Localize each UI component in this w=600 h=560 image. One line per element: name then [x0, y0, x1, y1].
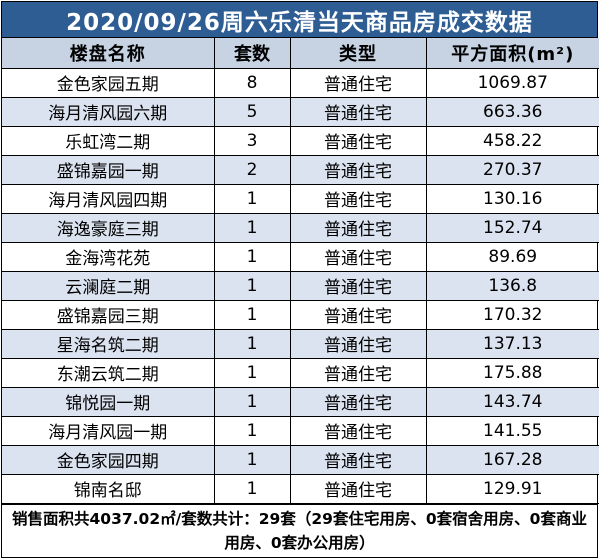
cell-project-name: 锦南名邸 — [2, 473, 215, 504]
cell-project-name: 乐虹湾二期 — [2, 125, 215, 156]
cell-type: 普通住宅 — [289, 125, 427, 156]
header-project-name: 楼盘名称 — [2, 38, 215, 69]
table-row: 海月清风园六期 5 普通住宅 663.36 — [2, 96, 599, 127]
sales-table: 楼盘名称 套数 类型 平方面积(m²) 金色家园五期 8 普通住宅 1069.87 海月… — [2, 38, 599, 504]
cell-area: 175.88 — [425, 357, 599, 388]
cell-area: 458.22 — [425, 125, 599, 156]
header-type: 类型 — [289, 38, 427, 69]
table-row: 锦南名邸 1 普通住宅 129.91 — [2, 473, 599, 504]
table-row: 海月清风园四期 1 普通住宅 130.16 — [2, 183, 599, 214]
cell-units: 5 — [213, 96, 291, 127]
cell-units: 1 — [213, 183, 291, 214]
table-row: 金海湾花苑 1 普通住宅 89.69 — [2, 241, 599, 272]
cell-project-name: 东潮云筑二期 — [2, 357, 215, 388]
cell-project-name: 锦悦园一期 — [2, 386, 215, 417]
table-row: 东潮云筑二期 1 普通住宅 175.88 — [2, 357, 599, 388]
cell-type: 普通住宅 — [289, 299, 427, 330]
table-row: 盛锦嘉园三期 1 普通住宅 170.32 — [2, 299, 599, 330]
cell-type: 普通住宅 — [289, 67, 427, 98]
header-units: 套数 — [213, 38, 291, 69]
cell-type: 普通住宅 — [289, 212, 427, 243]
table-row: 海逸豪庭三期 1 普通住宅 152.74 — [2, 212, 599, 243]
table-row: 云澜庭二期 1 普通住宅 136.8 — [2, 270, 599, 301]
cell-area: 129.91 — [425, 473, 599, 504]
table-row: 海月清风园一期 1 普通住宅 141.55 — [2, 415, 599, 446]
cell-units: 1 — [213, 328, 291, 359]
cell-type: 普通住宅 — [289, 357, 427, 388]
cell-area: 130.16 — [425, 183, 599, 214]
cell-type: 普通住宅 — [289, 473, 427, 504]
header-area: 平方面积(m²) — [425, 38, 599, 69]
cell-project-name: 盛锦嘉园一期 — [2, 154, 215, 185]
cell-area: 143.74 — [425, 386, 599, 417]
cell-units: 1 — [213, 299, 291, 330]
cell-units: 1 — [213, 270, 291, 301]
table-row: 星海名筑二期 1 普通住宅 137.13 — [2, 328, 599, 359]
table-header-row: 楼盘名称 套数 类型 平方面积(m²) — [2, 38, 599, 69]
table-row: 乐虹湾二期 3 普通住宅 458.22 — [2, 125, 599, 156]
cell-units: 2 — [213, 154, 291, 185]
cell-area: 136.8 — [425, 270, 599, 301]
cell-type: 普通住宅 — [289, 270, 427, 301]
cell-units: 1 — [213, 357, 291, 388]
cell-type: 普通住宅 — [289, 241, 427, 272]
cell-area: 167.28 — [425, 444, 599, 475]
cell-type: 普通住宅 — [289, 154, 427, 185]
report-title: 2020/09/26周六乐清当天商品房成交数据 — [2, 2, 597, 38]
cell-project-name: 云澜庭二期 — [2, 270, 215, 301]
cell-units: 1 — [213, 473, 291, 504]
cell-area: 89.69 — [425, 241, 599, 272]
cell-project-name: 海月清风园一期 — [2, 415, 215, 446]
table-row: 金色家园四期 1 普通住宅 167.28 — [2, 444, 599, 475]
cell-area: 270.37 — [425, 154, 599, 185]
cell-area: 152.74 — [425, 212, 599, 243]
cell-area: 141.55 — [425, 415, 599, 446]
cell-units: 1 — [213, 241, 291, 272]
summary-footer: 销售面积共4037.02㎡/套数共计：29套（29套住宅用房、0套宿舍用房、0套… — [2, 503, 597, 557]
cell-type: 普通住宅 — [289, 96, 427, 127]
cell-units: 1 — [213, 444, 291, 475]
cell-units: 3 — [213, 125, 291, 156]
cell-type: 普通住宅 — [289, 444, 427, 475]
cell-project-name: 金色家园五期 — [2, 67, 215, 98]
cell-project-name: 金色家园四期 — [2, 444, 215, 475]
cell-project-name: 海月清风园四期 — [2, 183, 215, 214]
cell-units: 1 — [213, 212, 291, 243]
table-row: 锦悦园一期 1 普通住宅 143.74 — [2, 386, 599, 417]
cell-type: 普通住宅 — [289, 328, 427, 359]
cell-type: 普通住宅 — [289, 386, 427, 417]
cell-project-name: 海月清风园六期 — [2, 96, 215, 127]
cell-project-name: 海逸豪庭三期 — [2, 212, 215, 243]
cell-units: 8 — [213, 67, 291, 98]
table-row: 金色家园五期 8 普通住宅 1069.87 — [2, 67, 599, 98]
cell-project-name: 星海名筑二期 — [2, 328, 215, 359]
table-row: 盛锦嘉园一期 2 普通住宅 270.37 — [2, 154, 599, 185]
cell-project-name: 盛锦嘉园三期 — [2, 299, 215, 330]
cell-units: 1 — [213, 386, 291, 417]
cell-area: 1069.87 — [425, 67, 599, 98]
cell-units: 1 — [213, 415, 291, 446]
cell-type: 普通住宅 — [289, 415, 427, 446]
cell-area: 137.13 — [425, 328, 599, 359]
cell-area: 170.32 — [425, 299, 599, 330]
cell-type: 普通住宅 — [289, 183, 427, 214]
cell-project-name: 金海湾花苑 — [2, 241, 215, 272]
cell-area: 663.36 — [425, 96, 599, 127]
